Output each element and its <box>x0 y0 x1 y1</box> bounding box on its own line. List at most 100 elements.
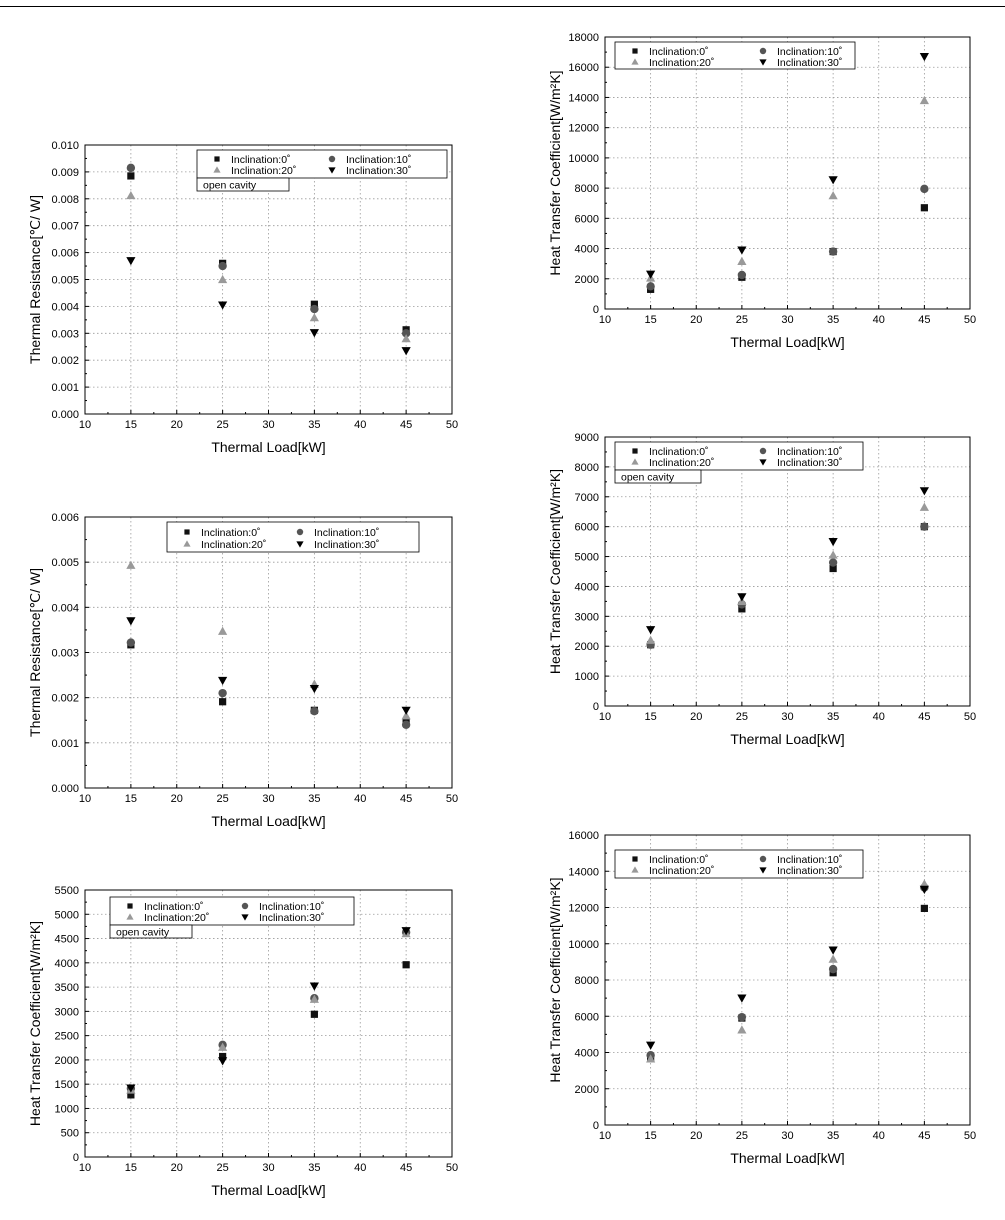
x-tick-label: 15 <box>645 1130 657 1142</box>
legend-entry: Inclination:0˚ <box>649 46 709 58</box>
x-tick-label: 35 <box>827 711 839 723</box>
data-point <box>126 190 136 200</box>
data-point <box>919 879 929 888</box>
y-tick-label: 8000 <box>575 183 599 195</box>
data-point <box>126 257 136 266</box>
data-point <box>218 688 227 698</box>
y-tick-label: 3000 <box>575 611 599 623</box>
data-point <box>401 329 411 338</box>
x-tick-label: 35 <box>827 1130 839 1142</box>
y-tick-label: 6000 <box>575 213 599 225</box>
y-tick-label: 18000 <box>568 32 599 44</box>
y-axis-title: Heat Transfer Coefficient[W/m²K] <box>547 469 563 674</box>
data-point <box>920 204 928 212</box>
legend-entry: Inclination:0˚ <box>649 446 709 458</box>
data-point <box>401 706 411 715</box>
data-point <box>218 1042 228 1051</box>
x-tick-label: 40 <box>873 711 885 723</box>
x-tick-label: 25 <box>736 711 748 723</box>
x-tick-label: 15 <box>645 314 657 326</box>
data-point <box>828 946 838 955</box>
annotation-box <box>614 469 702 484</box>
y-tick-label: 4000 <box>575 244 599 256</box>
x-tick-label: 10 <box>79 419 91 431</box>
y-tick-label: 16000 <box>568 830 599 842</box>
legend-entry: Inclination:10˚ <box>346 154 411 166</box>
y-tick-label: 4000 <box>575 581 599 593</box>
y-tick-label: 0 <box>73 1152 79 1164</box>
legend-entry: Inclination:30˚ <box>777 865 842 877</box>
data-point <box>309 313 319 322</box>
y-tick-label: 0.003 <box>51 328 79 340</box>
x-tick-label: 20 <box>690 314 702 326</box>
y-tick-label: 7000 <box>575 492 599 504</box>
x-tick-label: 40 <box>873 1130 885 1142</box>
annotation-box <box>196 177 290 192</box>
legend-marker <box>127 903 133 909</box>
x-tick-label: 20 <box>171 1162 183 1174</box>
legend-box <box>166 521 420 553</box>
y-tick-label: 0.001 <box>51 382 79 394</box>
x-tick-label: 50 <box>446 419 458 431</box>
data-point <box>920 184 929 194</box>
legend-marker <box>632 856 638 862</box>
y-tick-label: 0 <box>593 1120 599 1132</box>
y-tick-label: 16000 <box>568 62 599 74</box>
data-point <box>737 994 747 1003</box>
y-tick-label: 1000 <box>575 671 599 683</box>
y-tick-label: 2500 <box>55 1031 79 1043</box>
x-tick-label: 20 <box>171 419 183 431</box>
legend-marker <box>328 155 336 163</box>
y-tick-label: 1000 <box>55 1103 79 1115</box>
x-tick-label: 35 <box>308 793 320 805</box>
legend-marker <box>631 58 639 65</box>
data-point <box>126 1084 136 1093</box>
legend-marker <box>759 459 767 466</box>
data-point <box>218 261 227 271</box>
y-tick-label: 6000 <box>575 1011 599 1023</box>
annotation-text: open cavity <box>116 927 170 939</box>
data-point <box>309 329 319 338</box>
data-point <box>127 172 135 180</box>
x-tick-label: 35 <box>308 419 320 431</box>
data-point <box>218 301 228 310</box>
x-tick-label: 20 <box>171 793 183 805</box>
y-tick-label: 0.003 <box>51 648 79 660</box>
y-tick-label: 6000 <box>575 522 599 534</box>
legend-marker <box>241 914 249 921</box>
x-tick-label: 45 <box>400 793 412 805</box>
x-tick-label: 50 <box>446 793 458 805</box>
x-tick-label: 20 <box>690 711 702 723</box>
legend-entry: Inclination:20˚ <box>649 865 714 877</box>
legend-marker <box>631 458 639 465</box>
legend-entry: Inclination:20˚ <box>649 457 714 469</box>
x-tick-label: 10 <box>79 1162 91 1174</box>
x-tick-label: 25 <box>736 314 748 326</box>
legend-marker <box>296 541 304 548</box>
y-tick-label: 10000 <box>568 153 599 165</box>
x-tick-label: 30 <box>781 314 793 326</box>
legend-entry: Inclination:30˚ <box>777 457 842 469</box>
x-tick-label: 40 <box>354 419 366 431</box>
data-point <box>219 1052 227 1061</box>
data-point <box>219 698 227 706</box>
y-tick-label: 0.006 <box>51 512 79 524</box>
legend-entry: Inclination:20˚ <box>231 165 296 177</box>
data-point <box>828 247 838 256</box>
legend-marker <box>214 156 220 162</box>
y-tick-label: 12000 <box>568 123 599 135</box>
legend-entry: Inclination:0˚ <box>144 901 204 913</box>
data-point <box>401 334 411 343</box>
data-point <box>919 885 929 894</box>
y-axis-title: Thermal Resistance[℃/ W] <box>27 568 43 737</box>
page-top-rule <box>0 6 1005 7</box>
data-point <box>919 95 929 105</box>
y-axis-title: Heat Transfer Coefficient[W/m²K] <box>547 877 563 1082</box>
x-tick-label: 30 <box>262 419 274 431</box>
legend-entry: Inclination:10˚ <box>314 527 379 539</box>
legend-marker <box>759 447 767 455</box>
y-tick-label: 3500 <box>55 982 79 994</box>
y-tick-label: 0.002 <box>51 355 79 367</box>
legend-marker <box>213 166 221 173</box>
data-point <box>737 246 747 255</box>
